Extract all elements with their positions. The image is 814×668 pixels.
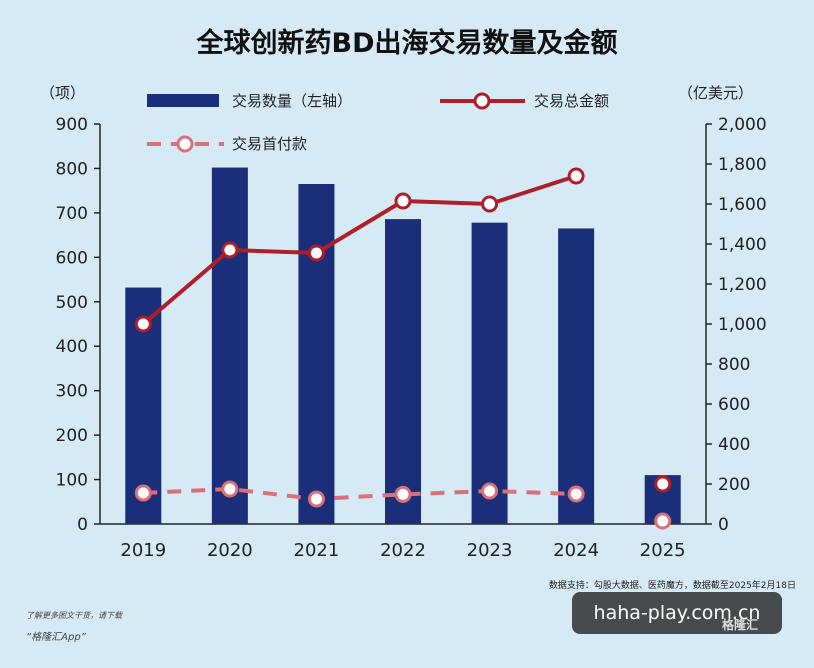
x-tick-label: 2023 [467,540,513,561]
total-point-2024 [567,167,585,185]
right-tick-label: 0 [718,515,729,535]
bar-2024 [558,228,595,524]
left-tick-label: 600 [56,248,88,268]
left-axis-unit: （项） [40,84,85,102]
chart-title: 全球创新药BD出海交易数量及金额 [196,27,618,59]
right-tick-label: 1,600 [718,195,767,215]
total-point-2020 [221,241,239,259]
bar-2020 [211,167,248,525]
left-tick-label: 0 [77,515,88,535]
total-amount-line [141,174,577,326]
x-tick-label: 2020 [207,540,253,561]
left-tick-label: 400 [56,337,88,357]
bar-series [125,167,681,525]
total-point-2023 [481,195,499,213]
left-tick-label: 200 [56,426,88,446]
right-tick-label: 2,000 [718,115,767,135]
upfront-point-2019 [134,484,152,502]
x-tick-label: 2025 [640,540,686,561]
right-tick-label: 1,000 [718,315,767,335]
left-tick-label: 800 [56,159,88,179]
bar-2022 [385,219,421,524]
x-tick-label: 2021 [294,540,340,561]
upfront-payment-series [134,480,672,530]
total-amount-series [134,167,672,493]
footer-app-name: “格隆汇App” [26,632,86,643]
upfront-point-2023 [481,482,499,500]
upfront-point-2020 [221,480,239,498]
brand-logo: 格隆汇 [722,618,759,632]
total-point-2022 [394,192,412,210]
left-tick-label: 700 [56,204,88,224]
right-tick-label: 400 [718,435,750,455]
right-tick-label: 200 [718,475,750,495]
left-tick-label: 500 [56,293,88,313]
legend-total-swatch-marker [473,92,491,110]
right-tick-label: 800 [718,355,750,375]
watermark: haha-play.com.cn [572,592,782,634]
source-note: 数据支持：勾股大数据、医药魔方，数据截至2025年2月18日 [549,579,796,591]
right-tick-label: 1,800 [718,155,767,175]
total-point-2025 [654,475,672,493]
total-point-2021 [307,244,325,262]
right-axis-unit: （亿美元） [678,84,753,102]
left-tick-label: 100 [56,471,88,491]
legend-upfront-swatch-marker [176,135,194,153]
legend-bar-label: 交易数量（左轴） [232,92,352,110]
x-tick-label: 2022 [380,540,426,561]
left-tick-label: 300 [56,382,88,402]
left-axis-ticks: 0 100 200 300 400 500 600 700 800 900 [56,115,100,535]
x-axis-labels: 2019 2020 2021 2022 2023 2024 2025 [120,540,685,561]
right-tick-label: 600 [718,395,750,415]
right-tick-label: 1,200 [718,275,767,295]
legend-upfront-label: 交易首付款 [232,135,307,153]
upfront-point-2025 [654,512,672,530]
footer-note: 了解更多图文干货，请下载 [26,611,122,620]
left-tick-label: 900 [56,115,88,135]
bar-2023 [471,222,508,524]
upfront-point-2024 [567,485,585,503]
bar-2021 [298,184,335,524]
right-axis-ticks: 0 200 400 600 800 1,000 1,200 1,400 1,600 1,800 2,… [706,115,767,535]
x-tick-label: 2019 [120,540,166,561]
upfront-point-2022 [394,485,412,503]
total-point-2019 [134,315,152,333]
legend-bar-swatch [147,94,219,107]
right-tick-label: 1,400 [718,235,767,255]
upfront-payment-line [143,486,577,502]
x-tick-label: 2024 [553,540,599,561]
upfront-point-2021 [307,490,325,508]
legend-total-label: 交易总金额 [534,92,609,110]
watermark-text: haha-play.com.cn [593,602,761,624]
legend: 交易数量（左轴） 交易总金额 交易首付款 [147,92,609,153]
